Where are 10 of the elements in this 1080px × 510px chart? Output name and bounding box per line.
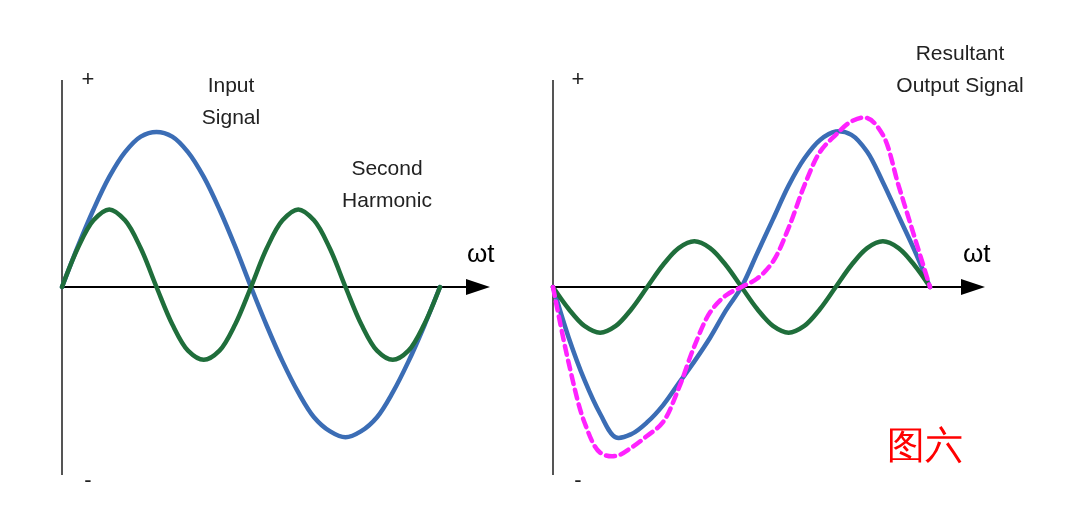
x-axis-title: ωt bbox=[963, 238, 992, 268]
series-label: Input Signal bbox=[201, 73, 261, 128]
text: - bbox=[574, 467, 582, 492]
text: + bbox=[81, 66, 95, 91]
annotation: 图六 bbox=[887, 423, 963, 467]
series-label: Resultant Output Signal bbox=[896, 41, 1024, 96]
text: - bbox=[84, 467, 92, 492]
x-axis-title: ωt bbox=[467, 238, 496, 268]
series-label: Second Harmonic bbox=[342, 156, 432, 211]
text: + bbox=[571, 66, 585, 91]
